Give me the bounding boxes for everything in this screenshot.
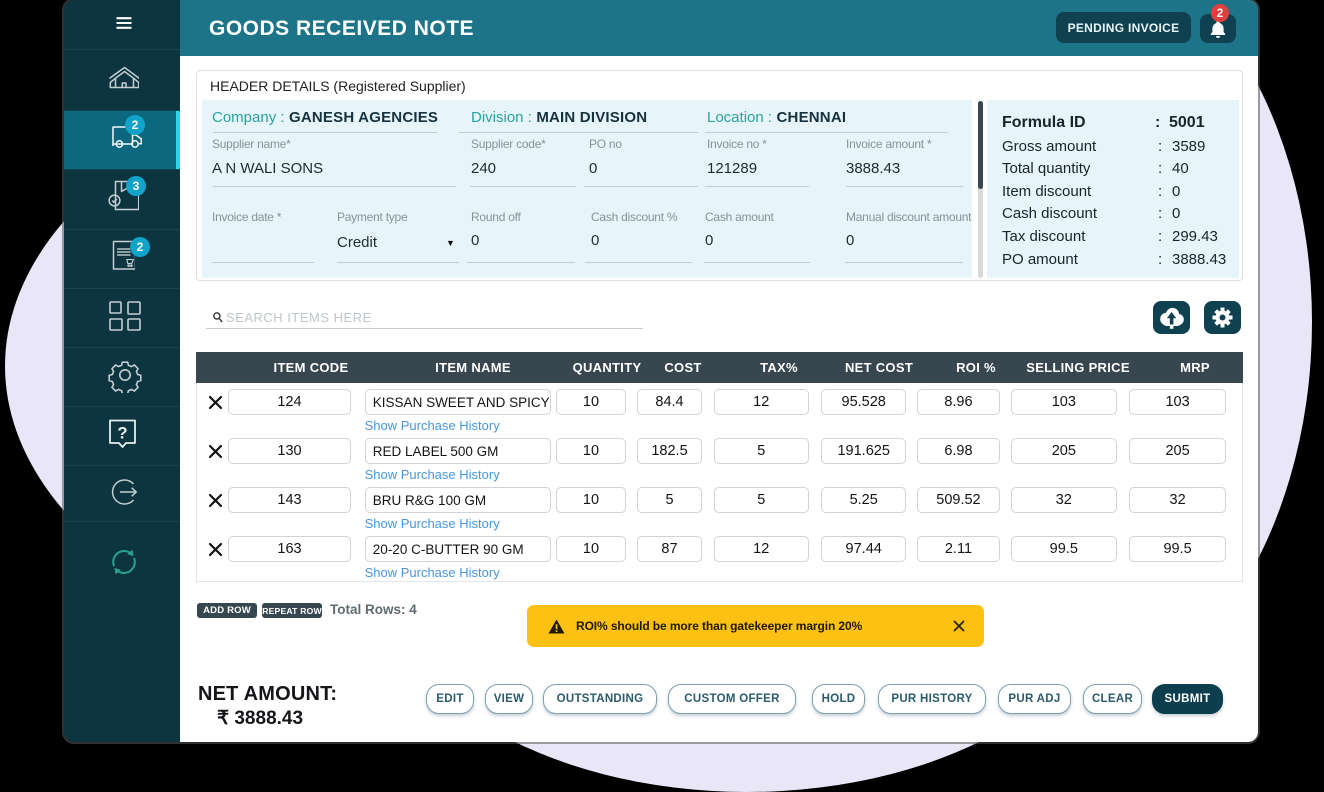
svg-text:?: ? [117, 423, 127, 442]
